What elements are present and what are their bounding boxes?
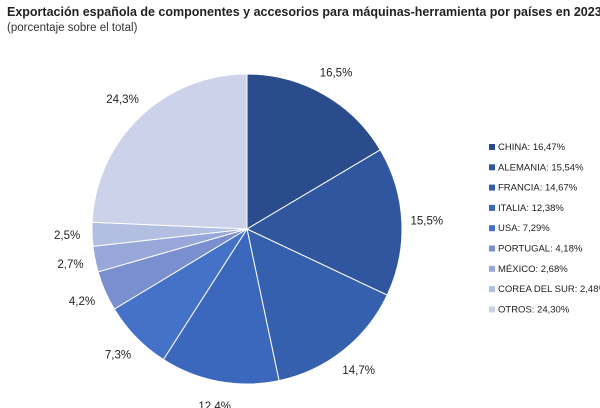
chart-subtitle: (porcentaje sobre el total) bbox=[7, 22, 138, 34]
pie-slice-otros bbox=[91, 73, 248, 230]
legend-swatch bbox=[489, 225, 495, 232]
legend-entry: COREA DEL SUR: 2,48% bbox=[498, 284, 600, 295]
legend-entry: FRANCIA: 14,67% bbox=[498, 183, 578, 194]
slice-label: 16,5% bbox=[320, 68, 353, 80]
slice-label: 7,3% bbox=[105, 350, 131, 362]
slice-label: 24,3% bbox=[106, 94, 139, 106]
legend-swatch bbox=[489, 286, 495, 293]
slice-label: 4,2% bbox=[69, 296, 95, 308]
legend-swatch bbox=[489, 306, 495, 313]
legend-entry: MÉXICO: 2,68% bbox=[498, 264, 568, 275]
slice-label: 2,7% bbox=[57, 259, 83, 271]
legend-entry: ALEMANIA: 15,54% bbox=[498, 162, 584, 173]
legend-swatch bbox=[489, 265, 495, 272]
legend-swatch bbox=[489, 245, 495, 252]
slice-labels: 16,5% 15,5% 14,7% 12,4% 7,3% 4,2% 2,7% 2,5% 24,3… bbox=[54, 68, 443, 408]
legend-entry: CHINA: 16,47% bbox=[498, 142, 566, 153]
pie-slice-alemania bbox=[245, 149, 403, 296]
slice-label: 12,4% bbox=[198, 401, 231, 408]
legend-entry: USA: 7,29% bbox=[498, 223, 550, 234]
legend-entry: ITALIA: 12,38% bbox=[498, 203, 564, 214]
chart-title: Exportación española de componentes y ac… bbox=[7, 5, 600, 19]
legend-entry: PORTUGAL: 4,18% bbox=[498, 244, 583, 255]
slice-label: 2,5% bbox=[54, 230, 80, 242]
pie-slice-francia bbox=[246, 228, 388, 382]
slice-label: 14,7% bbox=[342, 365, 375, 377]
slice-label: 15,5% bbox=[410, 215, 443, 227]
legend-swatch bbox=[489, 164, 495, 171]
legend-swatch bbox=[489, 184, 495, 191]
pie-slice-china bbox=[246, 73, 381, 230]
pie-slice-italia bbox=[162, 227, 280, 385]
legend-swatch bbox=[489, 144, 495, 150]
legend-swatch bbox=[489, 204, 495, 211]
legend-entry: OTROS: 24,30% bbox=[498, 304, 570, 315]
legend: CHINA: 16,47% ALEMANIA: 15,54% FRANCIA: 14… bbox=[489, 142, 600, 315]
pie-slices bbox=[91, 73, 403, 385]
